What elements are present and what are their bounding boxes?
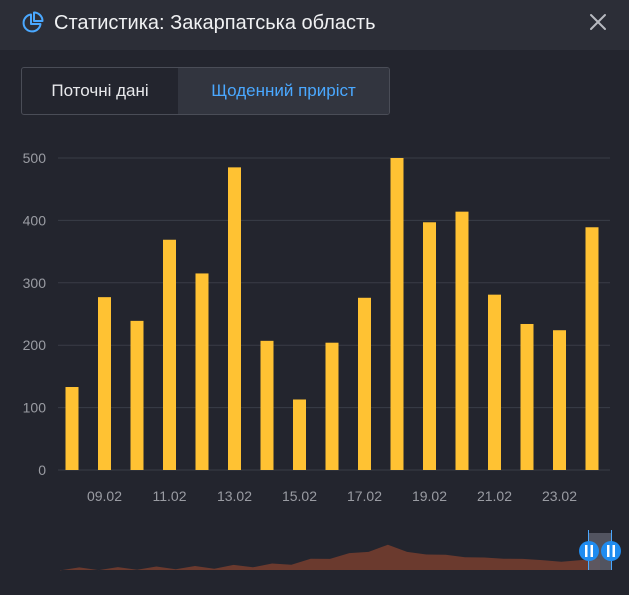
bar <box>455 211 469 470</box>
navigator-area <box>60 544 600 571</box>
bar <box>130 320 144 470</box>
close-icon[interactable] <box>586 10 610 34</box>
bar <box>325 342 339 470</box>
bar <box>228 167 241 471</box>
bar <box>488 294 501 470</box>
x-tick-label: 17.02 <box>347 488 382 504</box>
bar <box>195 273 209 470</box>
x-tick-label: 23.02 <box>542 488 577 504</box>
x-tick-label: 15.02 <box>282 488 317 504</box>
x-tick-label: 19.02 <box>412 488 447 504</box>
bar <box>260 340 274 470</box>
navigator-selection[interactable] <box>589 533 611 570</box>
x-tick-label: 13.02 <box>217 488 252 504</box>
bar <box>293 399 306 470</box>
y-tick-label: 200 <box>23 337 47 353</box>
y-tick-label: 500 <box>23 150 47 166</box>
x-tick-label: 21.02 <box>477 488 512 504</box>
x-tick-label: 11.02 <box>153 488 187 504</box>
handle-grip <box>590 545 593 557</box>
pie-chart-icon <box>22 11 44 33</box>
daily-growth-chart: 0 100 200 300 400 500 09.02 11.02 13.02 15.02 17.0… <box>23 150 610 504</box>
tab-daily-growth[interactable]: Щоденний приріст <box>178 68 389 114</box>
bar <box>358 297 371 470</box>
y-tick-label: 300 <box>23 275 47 291</box>
handle-grip <box>585 545 588 557</box>
y-tick-label: 400 <box>23 212 47 228</box>
handle-grip <box>612 545 615 557</box>
bar <box>585 227 599 470</box>
bar <box>65 387 79 470</box>
x-tick-label: 09.02 <box>87 488 122 504</box>
tab-bar: Поточні дані Щоденний приріст <box>21 67 390 115</box>
pause-handle-icon[interactable] <box>579 541 599 561</box>
bar <box>98 297 111 470</box>
bar <box>553 330 566 470</box>
window-header: Статистика: Закарпатська область <box>0 0 629 50</box>
window-title: Статистика: Закарпатська область <box>54 12 376 34</box>
pause-handle-icon[interactable] <box>601 541 621 561</box>
bar <box>390 158 404 470</box>
handle-grip <box>607 545 610 557</box>
y-tick-label: 100 <box>23 400 47 416</box>
y-tick-label: 0 <box>38 462 46 478</box>
tab-current-data[interactable]: Поточні дані <box>51 81 149 100</box>
bar <box>163 239 176 470</box>
bar <box>423 222 436 470</box>
bar <box>520 323 534 470</box>
